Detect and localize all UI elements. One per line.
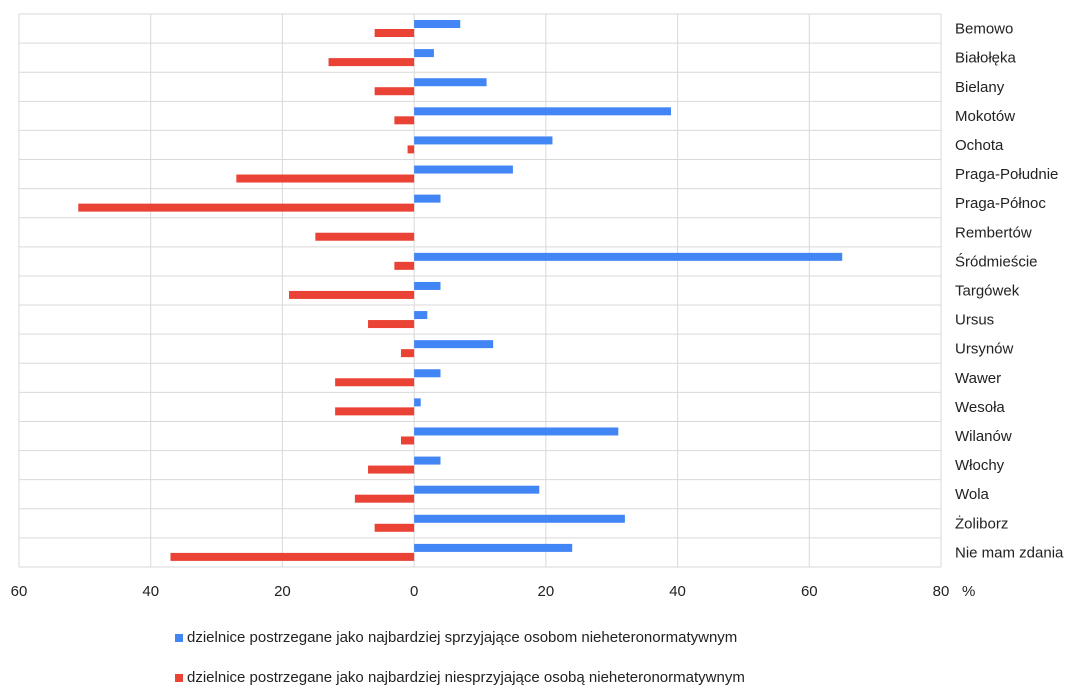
category-label: Białołęka	[955, 50, 1017, 67]
bar-unfavorable	[170, 552, 415, 561]
x-tick-label: 40	[142, 583, 159, 600]
bar-unfavorable	[328, 58, 415, 67]
bar-favorable	[414, 252, 843, 261]
bar-favorable	[414, 281, 441, 290]
legend-item-favorable: dzielnice postrzegane jako najbardziej s…	[175, 629, 737, 646]
bar-favorable	[414, 369, 441, 378]
category-label: Wawer	[955, 370, 1001, 387]
gridlines	[18, 13, 942, 568]
category-label: Wola	[955, 486, 990, 503]
bar-favorable	[414, 427, 619, 436]
x-tick-label: 20	[538, 583, 555, 600]
category-label: Praga-Południe	[955, 166, 1058, 183]
legend-item-unfavorable: dzielnice postrzegane jako najbardziej n…	[175, 669, 745, 686]
category-label: Bielany	[955, 79, 1005, 96]
category-label: Ursynów	[955, 341, 1014, 358]
bar-unfavorable	[407, 145, 415, 154]
bar-unfavorable	[400, 349, 415, 358]
bar-favorable	[414, 456, 441, 465]
bar-favorable	[414, 20, 461, 28]
category-label: Praga-Północ	[955, 195, 1046, 212]
bar-unfavorable	[236, 174, 415, 183]
bar-unfavorable	[374, 87, 415, 96]
category-labels: Bemowo Białołęka Bielany Mokotów Ochota Praga…	[955, 21, 1064, 562]
legend-swatch-red	[175, 673, 183, 682]
category-label: Targówek	[955, 283, 1020, 300]
category-label: Włochy	[955, 457, 1005, 474]
bar-unfavorable	[394, 116, 415, 125]
category-label: Bemowo	[955, 21, 1013, 38]
bar-favorable	[414, 165, 513, 174]
category-label: Żoliborz	[955, 514, 1008, 532]
bars	[78, 20, 843, 561]
category-label: Śródmieście	[955, 252, 1038, 270]
bar-unfavorable	[400, 436, 415, 445]
bar-unfavorable	[394, 261, 415, 270]
chart: Bemowo Białołęka Bielany Mokotów Ochota Praga…	[11, 13, 1064, 600]
bar-favorable	[414, 49, 434, 58]
bar-unfavorable	[335, 407, 415, 416]
x-tick-label: 60	[11, 583, 28, 600]
legend-swatch-blue	[175, 633, 183, 642]
bar-unfavorable	[354, 494, 415, 503]
bar-unfavorable	[315, 232, 415, 241]
x-unit-label: %	[962, 583, 975, 600]
category-label: Nie mam zdania	[955, 544, 1064, 561]
x-tick-label: 0	[410, 583, 418, 600]
category-label: Wilanów	[955, 428, 1012, 445]
bar-unfavorable	[374, 29, 415, 37]
category-label: Ursus	[955, 312, 994, 329]
bar-favorable	[414, 194, 441, 203]
x-tick-label: 20	[274, 583, 291, 600]
x-tick-labels: 60 40 20 0 20 40 60 80	[11, 583, 950, 600]
bar-unfavorable	[368, 320, 415, 329]
bar-unfavorable	[374, 523, 415, 532]
category-label: Ochota	[955, 137, 1004, 154]
legend-label: dzielnice postrzegane jako najbardziej s…	[187, 629, 738, 646]
bar-favorable	[414, 485, 540, 494]
x-tick-label: 40	[669, 583, 686, 600]
category-label: Rembertów	[955, 224, 1032, 241]
bar-favorable	[414, 136, 553, 145]
x-tick-label: 80	[933, 583, 950, 600]
bar-unfavorable	[335, 378, 415, 387]
bar-favorable	[414, 514, 625, 523]
legend-label: dzielnice postrzegane jako najbardziej n…	[187, 669, 745, 686]
bar-favorable	[414, 398, 421, 407]
bar-unfavorable	[289, 290, 415, 299]
bar-favorable	[414, 340, 494, 349]
bar-unfavorable	[78, 203, 415, 212]
category-label: Mokotów	[955, 108, 1015, 125]
bar-favorable	[414, 107, 671, 116]
x-tick-label: 60	[801, 583, 818, 600]
bar-favorable	[414, 543, 573, 552]
bar-favorable	[414, 78, 487, 87]
category-label: Wesoła	[955, 399, 1005, 416]
bar-unfavorable	[368, 465, 415, 474]
bar-favorable	[414, 311, 428, 320]
